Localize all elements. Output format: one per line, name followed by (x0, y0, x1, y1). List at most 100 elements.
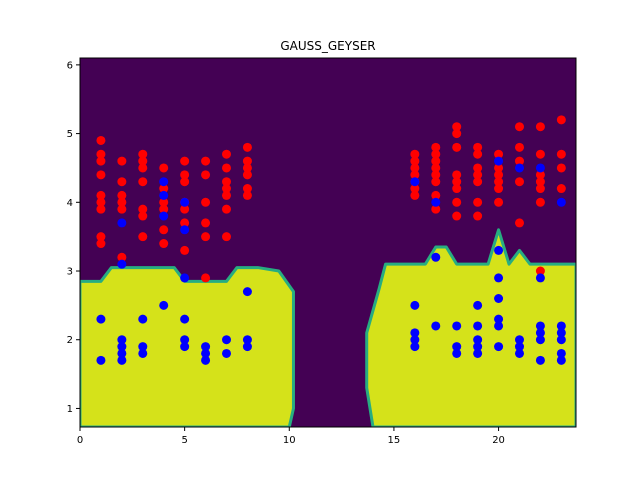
point-red (159, 204, 169, 214)
point-blue (222, 335, 231, 345)
point-red (242, 190, 252, 200)
point-blue (117, 342, 127, 352)
y-tick-label: 2 (67, 335, 73, 346)
point-red (222, 190, 231, 200)
point-red (222, 177, 231, 187)
point-blue (535, 328, 545, 338)
point-red (222, 163, 231, 173)
data-points (96, 115, 566, 365)
point-red (452, 177, 462, 187)
point-blue (201, 342, 211, 352)
point-red (96, 170, 106, 180)
y-tick-label: 5 (67, 129, 73, 140)
point-blue (138, 342, 148, 352)
point-blue (201, 348, 211, 358)
point-blue (535, 355, 545, 365)
point-blue (96, 355, 106, 365)
point-red (222, 184, 231, 194)
point-blue (201, 355, 211, 365)
point-red (242, 170, 252, 180)
point-blue (117, 335, 127, 345)
point-red (473, 163, 483, 173)
point-red (473, 149, 483, 159)
point-red (452, 211, 462, 221)
point-blue (556, 335, 566, 345)
point-red (96, 197, 106, 207)
point-red (180, 245, 190, 255)
point-red (138, 156, 148, 166)
point-red (242, 163, 252, 173)
point-blue (514, 348, 524, 358)
point-red (535, 122, 545, 132)
point-red (138, 211, 148, 221)
point-blue (242, 335, 252, 345)
x-tick-label: 10 (283, 435, 296, 446)
point-red (431, 156, 441, 166)
x-tick-label: 15 (388, 435, 401, 446)
y-tick-label: 6 (67, 60, 73, 71)
point-red (410, 170, 420, 180)
point-red (556, 163, 566, 173)
point-red (117, 204, 127, 214)
point-red (201, 232, 211, 242)
point-blue (494, 156, 504, 166)
x-tick-label: 0 (77, 435, 83, 446)
point-red (201, 156, 211, 166)
point-red (431, 170, 441, 180)
point-red (431, 190, 441, 200)
point-red (159, 184, 169, 194)
point-blue (159, 300, 169, 310)
point-red (180, 156, 190, 166)
point-red (556, 149, 566, 159)
point-red (201, 218, 211, 228)
y-tick-label: 4 (67, 198, 73, 209)
point-red (96, 156, 106, 166)
point-red (494, 197, 504, 207)
point-blue (535, 163, 545, 173)
point-red (452, 142, 462, 152)
point-red (556, 184, 566, 194)
point-blue (514, 335, 524, 345)
point-red (494, 170, 504, 180)
point-red (535, 177, 545, 187)
point-red (222, 149, 231, 159)
point-blue (410, 300, 420, 310)
point-blue (96, 314, 106, 324)
point-red (159, 197, 169, 207)
point-red (535, 170, 545, 180)
point-red (556, 115, 566, 125)
point-blue (159, 190, 169, 200)
point-red (431, 142, 441, 152)
point-blue (514, 163, 524, 173)
point-red (535, 149, 545, 159)
point-blue (535, 335, 545, 345)
point-red (138, 204, 148, 214)
point-blue (117, 355, 127, 365)
point-red (96, 149, 106, 159)
point-red (535, 197, 545, 207)
point-red (514, 122, 524, 132)
point-red (535, 184, 545, 194)
point-red (410, 190, 420, 200)
point-red (117, 197, 127, 207)
region-blue-class-right (365, 228, 576, 427)
point-red (117, 156, 127, 166)
point-red (180, 218, 190, 228)
point-blue (494, 245, 504, 255)
point-blue (556, 355, 566, 365)
point-blue (473, 321, 483, 331)
point-blue (473, 348, 483, 358)
point-blue (410, 328, 420, 338)
point-red (117, 177, 127, 187)
point-red (473, 197, 483, 207)
point-red (117, 252, 127, 262)
point-red (242, 142, 252, 152)
point-red (514, 156, 524, 166)
point-red (138, 149, 148, 159)
point-blue (159, 211, 169, 221)
point-blue (494, 294, 504, 303)
point-red (159, 163, 169, 173)
point-blue (242, 342, 252, 352)
point-blue (431, 252, 441, 262)
